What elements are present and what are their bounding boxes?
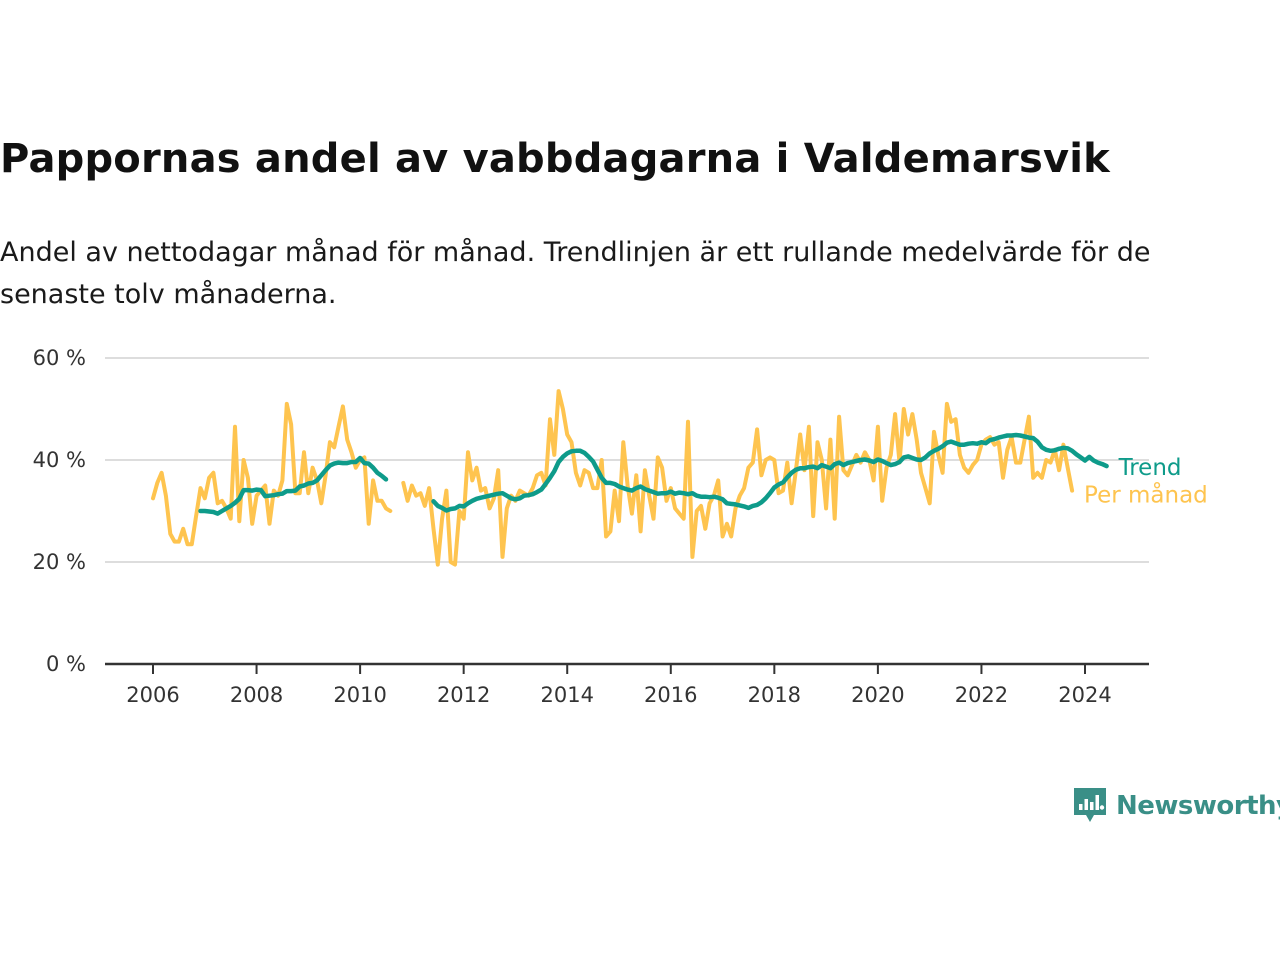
series-line-trend [198, 455, 389, 516]
y-tick-label: 0 % [46, 652, 86, 676]
y-tick-label: 60 % [33, 346, 86, 370]
x-tick-label: 2018 [748, 683, 801, 707]
chart-title: Pappornas andel av vabbdagarna i Valdema… [0, 136, 1110, 182]
line-chart: 0 % 20 % 40 % 60 % 2006 2008 2010 2012 2014 2016… [33, 346, 1208, 707]
legend-label-monthly: Per månad [1084, 481, 1208, 509]
newsworthy-logo: Newsworthy [1072, 784, 1280, 828]
x-tick-label: 2012 [437, 683, 490, 707]
series-line-monthly [401, 389, 1075, 567]
newsworthy-logo-icon [1074, 788, 1106, 822]
series-line-monthly [151, 401, 393, 547]
x-tick-label: 2020 [851, 683, 904, 707]
y-axis-ticks: 0 % 20 % 40 % 60 % [33, 346, 86, 676]
x-tick-label: 2016 [644, 683, 697, 707]
x-tick-label: 2008 [230, 683, 283, 707]
series-lines [151, 389, 1109, 567]
x-axis-ticks: 2006 2008 2010 2012 2014 2016 2018 2020 2022 2024 [105, 662, 1149, 707]
chart-subtitle: Andel av nettodagar månad för månad. Tre… [0, 237, 1151, 310]
series-line-trend [431, 432, 1109, 513]
x-tick-label: 2010 [333, 683, 386, 707]
legend-label-trend: Trend [1118, 455, 1182, 481]
x-tick-label: 2022 [955, 683, 1008, 707]
y-tick-label: 20 % [33, 550, 86, 574]
brand-name: Newsworthy [1116, 791, 1280, 821]
x-tick-label: 2024 [1058, 683, 1111, 707]
y-tick-label: 40 % [33, 448, 86, 472]
x-tick-label: 2006 [126, 683, 179, 707]
x-tick-label: 2014 [540, 683, 593, 707]
